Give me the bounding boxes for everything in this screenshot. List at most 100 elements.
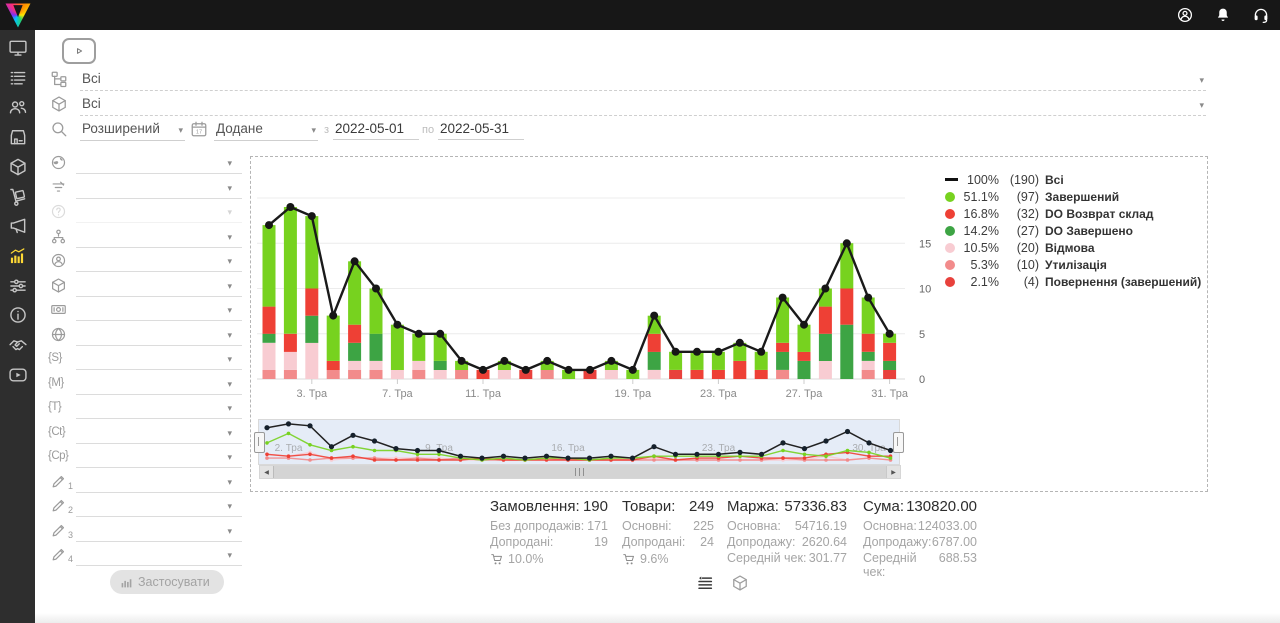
bar-segment[interactable] [604,360,618,370]
chart-navigator[interactable]: 2. Тра 9. Тра 16. Тра 23. Тра 30. Тра [254,419,904,465]
support-button[interactable] [1252,6,1270,24]
line-point[interactable] [436,329,445,338]
bar-segment[interactable] [647,333,661,352]
bar-segment[interactable] [348,324,362,343]
bar-segment[interactable] [883,342,897,361]
bar-segment[interactable] [861,360,875,370]
sidebar-item-tutorials[interactable] [8,365,28,385]
main-chart[interactable]: 3. Тра 7. Тра 11. Тра 19. Тра 23. Тра 27… [257,163,947,408]
filter-select-custom-field-3[interactable]: ▾ [76,520,242,542]
stacked-bars[interactable] [262,207,897,379]
date-from-input[interactable] [333,118,419,140]
bar-segment[interactable] [305,288,319,316]
bar-segment[interactable] [326,360,340,370]
line-point[interactable] [500,356,509,365]
bar-segment[interactable] [326,315,340,361]
line-point[interactable] [265,221,273,230]
line-point[interactable] [778,293,787,302]
sidebar-item-marketing[interactable] [8,216,28,236]
sidebar-item-dashboard[interactable] [8,38,28,58]
bar-segment[interactable] [348,369,362,379]
filter-select-funnel[interactable]: ▾ [76,177,242,199]
filter-select-utm-term[interactable]: ▾ [76,397,242,419]
sidebar-item-analytics[interactable] [8,246,28,266]
bar-segment[interactable] [369,369,383,379]
bar-segment[interactable] [861,369,875,379]
bar-segment[interactable] [283,369,297,379]
bar-segment[interactable] [305,315,319,343]
bar-segment[interactable] [348,261,362,325]
line-point[interactable] [286,203,295,211]
legend-item[interactable]: 10.5% (20) Відмова [945,239,1203,256]
bar-segment[interactable] [562,369,576,379]
line-point[interactable] [650,311,659,320]
bar-segment[interactable] [861,297,875,334]
filter-select-manager[interactable]: ▾ [76,250,242,272]
line-point[interactable] [350,257,359,266]
bar-segment[interactable] [412,360,426,370]
bar-segment[interactable] [754,351,768,370]
bar-segment[interactable] [797,324,811,352]
line-point[interactable] [757,347,766,356]
bar-segment[interactable] [647,369,661,379]
bar-segment[interactable] [433,333,447,361]
app-logo[interactable] [5,3,31,28]
line-point[interactable] [714,347,723,356]
bar-segment[interactable] [604,369,618,379]
bar-segment[interactable] [690,369,704,379]
bar-segment[interactable] [840,324,854,379]
bar-segment[interactable] [390,324,404,370]
date-field-select[interactable]: Додане ▾ [214,118,318,141]
bar-segment[interactable] [326,369,340,379]
filter-select-source[interactable]: ▾ [76,324,242,346]
bar-segment[interactable] [305,342,319,379]
bar-segment[interactable] [861,333,875,352]
line-point[interactable] [885,329,894,338]
product-filter-select[interactable]: Всі ▾ [80,93,1206,116]
bar-segment[interactable] [797,360,811,379]
line-point[interactable] [821,284,830,293]
filter-select-utm-content[interactable]: ▾ [76,422,242,444]
line-point[interactable] [393,320,402,329]
bar-segment[interactable] [883,369,897,379]
bar-segment[interactable] [497,360,511,370]
line-point[interactable] [543,356,552,365]
sidebar-item-info[interactable] [8,305,28,325]
bar-segment[interactable] [433,369,447,379]
scroll-right-button[interactable]: ▶ [886,466,900,478]
legend-item[interactable]: 51.1% (97) Завершений [945,188,1203,205]
line-point[interactable] [628,365,637,374]
navigator-left-handle[interactable] [254,432,265,453]
bar-segment[interactable] [883,360,897,370]
scroll-left-button[interactable]: ◀ [260,466,274,478]
navigator-right-handle[interactable] [893,432,904,453]
line-point[interactable] [735,338,744,347]
sidebar-item-supply[interactable] [8,187,28,207]
bar-segment[interactable] [669,369,683,379]
bar-segment[interactable] [733,360,747,379]
bar-segment[interactable] [776,369,790,379]
bar-segment[interactable] [711,351,725,370]
sidebar-item-partners[interactable] [8,335,28,355]
filter-select-custom-field-2[interactable]: ▾ [76,495,242,517]
filter-select-custom-field-4[interactable]: ▾ [76,544,242,566]
line-point[interactable] [307,212,316,221]
bar-segment[interactable] [840,243,854,289]
bar-segment[interactable] [583,369,597,379]
bar-segment[interactable] [497,369,511,379]
status-filter-select[interactable]: Всі ▾ [80,68,1206,91]
line-point[interactable] [479,365,487,374]
bar-segment[interactable] [262,369,276,379]
bar-segment[interactable] [369,333,383,361]
filter-select-utm-campaign[interactable]: ▾ [76,446,242,468]
products-view-toggle[interactable] [731,574,749,592]
filter-select-payment[interactable]: ▾ [76,299,242,321]
bar-segment[interactable] [433,360,447,370]
chart-scrollbar[interactable]: ◀ ▶ [259,465,901,479]
sidebar-item-orders[interactable] [8,68,28,88]
line-point[interactable] [842,239,851,248]
filter-select-country[interactable]: ▾ [76,152,242,174]
bar-segment[interactable] [840,288,854,325]
line-point[interactable] [372,284,380,293]
line-point[interactable] [671,347,680,356]
